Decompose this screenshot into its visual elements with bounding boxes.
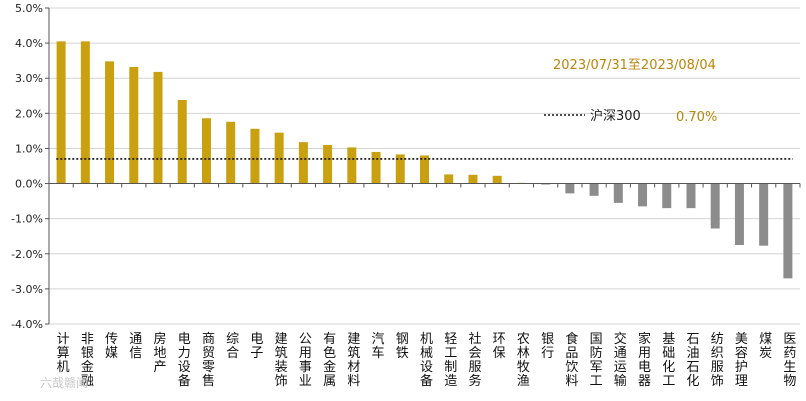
bar [323, 145, 332, 184]
y-tick-label: 5.0% [15, 2, 43, 15]
bar [493, 176, 502, 184]
bar [129, 67, 138, 184]
category-label: 电力设备 [178, 332, 191, 389]
y-axis: 5.0% 4.0% 3.0% 2.0% 1.0% 0.0% -1.0% -2.0% -3.0% -… [11, 2, 49, 331]
category-label: 煤炭 [759, 332, 772, 361]
category-labels: 计算机非银金融传媒通信房地产电力设备商贸零售综合电子建筑装饰公用事业有色金属建筑… [57, 331, 797, 389]
bar [759, 184, 768, 246]
bar [372, 152, 381, 184]
bar [444, 174, 453, 183]
category-label: 建筑装饰 [275, 332, 288, 389]
y-tick-label: 1.0% [15, 142, 43, 155]
category-label: 家用电器 [638, 331, 651, 389]
y-tick-label: 4.0% [15, 37, 43, 50]
category-label: 综合 [226, 332, 239, 361]
category-label: 银行 [541, 332, 554, 361]
category-label: 传媒 [105, 332, 118, 361]
category-label: 有色金属 [323, 332, 336, 389]
bar [202, 118, 211, 183]
category-label: 环保 [493, 332, 506, 361]
category-label: 建筑材料 [347, 332, 360, 389]
bar [178, 100, 187, 184]
bar [81, 41, 90, 183]
y-tick-label: 0.0% [15, 178, 43, 191]
bar [299, 142, 308, 183]
y-tick-label: -1.0% [11, 213, 43, 226]
bar [711, 184, 720, 229]
bar [154, 72, 163, 184]
category-label: 石油石化 [686, 332, 699, 389]
y-tick-label: -4.0% [11, 318, 43, 331]
bar [226, 122, 235, 184]
category-label: 农林牧渔 [517, 332, 530, 389]
bar [57, 41, 66, 183]
category-label: 公用事业 [299, 332, 312, 389]
bar [347, 147, 356, 183]
bar [468, 175, 477, 184]
category-label: 国防军工 [590, 332, 603, 389]
y-tick-label: -3.0% [11, 283, 43, 296]
category-label: 医药生物 [783, 332, 796, 389]
category-label: 美容护理 [735, 332, 748, 389]
bar [275, 133, 284, 184]
category-label: 轻工制造 [444, 332, 457, 389]
legend-benchmark-label: 沪深300 [590, 108, 641, 124]
y-tick-label: -2.0% [11, 248, 43, 261]
bar [250, 129, 259, 184]
category-label: 交通运输 [614, 331, 627, 389]
category-label: 食品饮料 [565, 331, 578, 389]
benchmark-value-label: 0.70% [676, 110, 717, 125]
bar [735, 184, 744, 245]
bar [686, 184, 695, 209]
category-label: 计算机 [57, 332, 70, 375]
category-label: 通信 [129, 332, 142, 361]
watermark: 六哉赣闻 [40, 375, 88, 390]
bar [662, 184, 671, 209]
y-tick-label: 2.0% [15, 107, 43, 120]
y-tick-label: 3.0% [15, 72, 43, 85]
bar [590, 184, 599, 196]
category-label: 钢铁 [396, 332, 409, 361]
category-label: 商贸零售 [202, 332, 215, 389]
bar [783, 184, 792, 279]
category-label: 汽车 [372, 332, 385, 361]
category-label: 电子 [250, 332, 263, 361]
category-label: 纺织服饰 [711, 332, 724, 389]
category-label: 房地产 [154, 331, 167, 375]
category-label: 机械设备 [420, 332, 433, 389]
bar [105, 61, 114, 183]
bar [565, 184, 574, 194]
date-range-label: 2023/07/31至2023/08/04 [553, 58, 716, 73]
category-label: 基础化工 [662, 332, 675, 389]
category-label: 社会服务 [468, 331, 481, 389]
bar [614, 184, 623, 203]
bars [57, 41, 793, 278]
bar [638, 184, 647, 207]
